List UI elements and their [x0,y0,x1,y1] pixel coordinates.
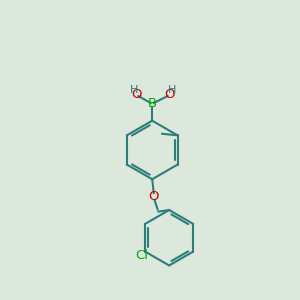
Text: O: O [132,88,142,101]
Text: O: O [164,88,174,101]
Text: B: B [148,97,157,110]
Text: H: H [130,85,138,95]
Text: O: O [148,190,159,203]
Text: Cl: Cl [136,249,148,262]
Text: H: H [168,85,176,95]
